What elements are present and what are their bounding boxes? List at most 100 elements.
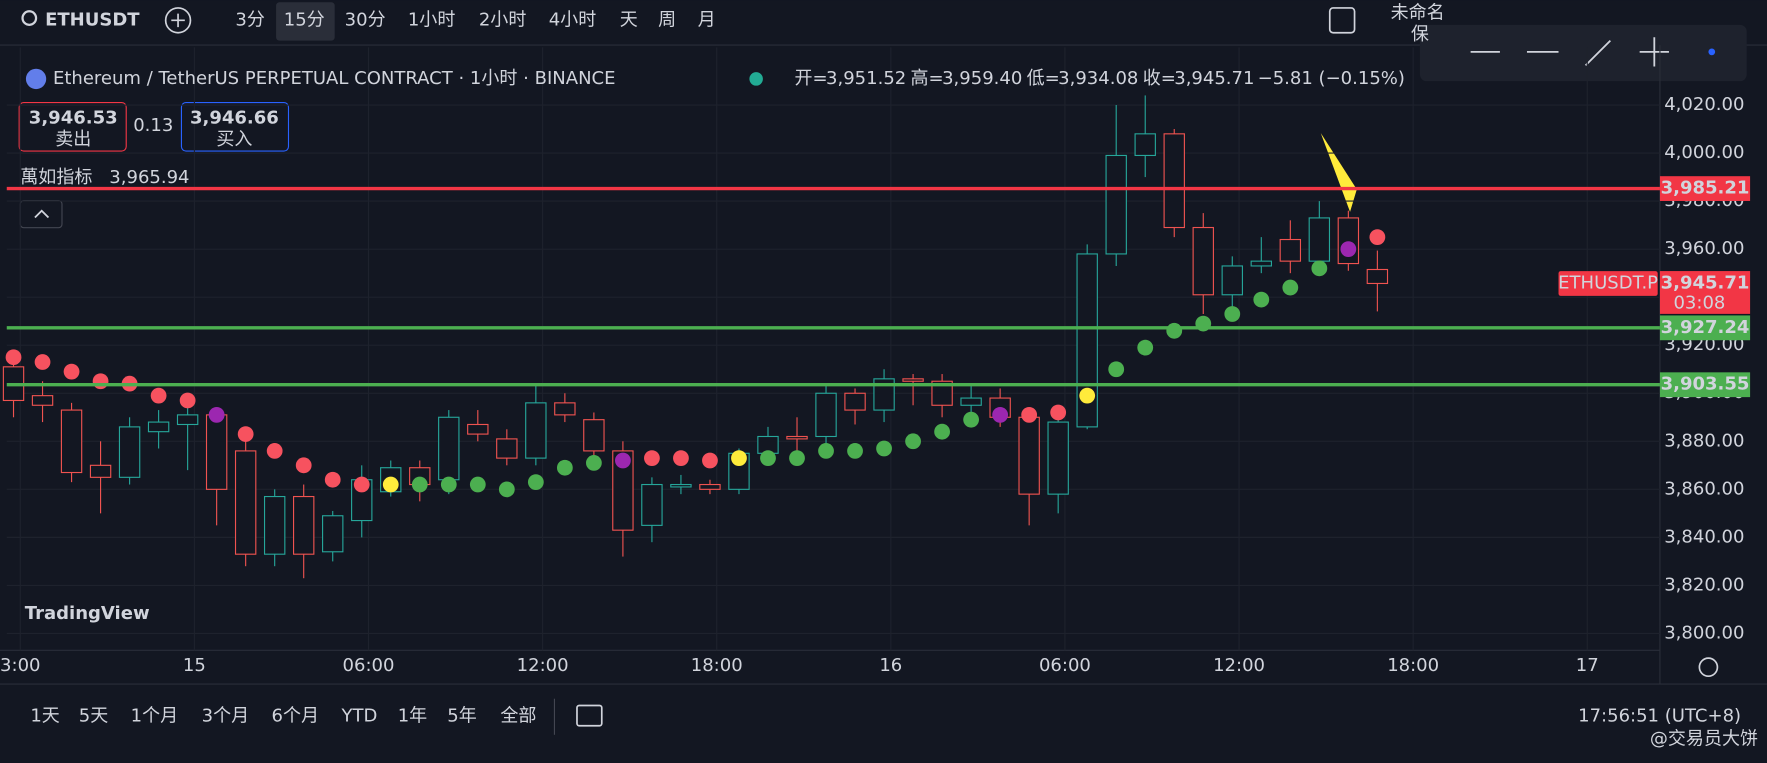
indicator-dot: [237, 426, 254, 442]
indicator-dot: [440, 476, 457, 493]
add-button[interactable]: [164, 7, 192, 34]
interval[interactable]: 3分: [235, 9, 264, 30]
interval[interactable]: 30分: [345, 9, 386, 30]
indicator-dot: [469, 476, 486, 493]
range-button[interactable]: 1个月: [131, 706, 179, 727]
candle-body: [1105, 154, 1127, 255]
layout-icon[interactable]: [1328, 7, 1356, 34]
interval[interactable]: 1小时: [408, 9, 456, 30]
candle-body: [844, 392, 866, 411]
x-tick-label: 18:00: [691, 655, 743, 676]
candle-body: [641, 483, 663, 526]
watermark: TradingView: [25, 603, 150, 624]
indicator-dot: [498, 481, 515, 498]
price-label: 3,985.21: [1661, 178, 1750, 199]
candle-body: [1134, 133, 1156, 157]
indicator-dot: [556, 459, 573, 476]
x-tick-label: 12:00: [517, 655, 569, 676]
range-button[interactable]: YTD: [341, 706, 378, 727]
candle-body: [815, 392, 837, 438]
symbol[interactable]: ETHUSDT: [45, 9, 140, 30]
interval[interactable]: 15分: [284, 9, 325, 30]
indicator-dot: [1311, 260, 1328, 277]
indicator-dot: [1369, 229, 1386, 246]
range-button[interactable]: 1年: [398, 706, 427, 727]
countdown: 03:08: [1673, 293, 1725, 314]
buy-button[interactable]: [180, 102, 290, 152]
search-icon[interactable]: [21, 10, 38, 26]
indicator-dot: [1079, 387, 1096, 404]
legend-open: 3,951.52: [826, 68, 906, 89]
candle-body: [1192, 226, 1214, 296]
interval[interactable]: 2小时: [479, 9, 527, 30]
interval[interactable]: 周: [658, 9, 676, 30]
layout-name[interactable]: 未命名: [1391, 3, 1445, 24]
price-label-bg: [1659, 372, 1751, 398]
buy-label[interactable]: 买入: [216, 129, 252, 150]
y-tick-label: 3,860.00: [1664, 478, 1744, 499]
indicator-dot: [876, 440, 892, 457]
indicator-dot: [818, 443, 834, 459]
legend-title: Ethereum / TetherUS PERPETUAL CONTRACT ·…: [53, 68, 616, 89]
sell-price[interactable]: 3,946.53: [29, 107, 118, 128]
interval[interactable]: 天: [620, 9, 638, 30]
candle-body: [496, 438, 518, 459]
range-button[interactable]: 6个月: [272, 706, 319, 727]
legend-high-label: 高=: [911, 68, 944, 89]
status-dot: [749, 72, 763, 86]
indicator-dot: [150, 387, 167, 404]
active-interval-bg: [276, 2, 335, 41]
indicator-dot: [1253, 291, 1270, 308]
x-tick-label: 06:00: [343, 655, 395, 676]
dot-tool[interactable]: [1708, 48, 1716, 56]
interval[interactable]: 月: [698, 9, 716, 30]
price-label: 3,927.24: [1661, 317, 1750, 338]
drawing-tools[interactable]: [1470, 37, 1669, 67]
y-tick-label: 3,820.00: [1664, 574, 1744, 595]
candle-body: [1163, 133, 1185, 229]
indicator-dot: [847, 443, 863, 459]
indicator-dot: [789, 450, 805, 466]
indicator-dot: [731, 450, 747, 466]
sell-button[interactable]: [18, 102, 127, 152]
x-tick-label: 18:00: [1387, 655, 1439, 676]
interval[interactable]: 4小时: [549, 9, 597, 30]
candle-body: [699, 483, 721, 490]
last-price-bg: [1659, 271, 1751, 314]
price-label: 3,903.55: [1661, 374, 1750, 395]
settings-icon[interactable]: [1698, 657, 1719, 678]
x-tick-label: 15: [183, 655, 206, 676]
candle-body: [612, 450, 634, 531]
y-tick-label: 4,020.00: [1664, 94, 1744, 115]
legend-close-label: 收=: [1143, 68, 1176, 89]
x-tick-label: 12:00: [1213, 655, 1265, 676]
candle-body: [118, 426, 141, 478]
indicator-dot: [1224, 306, 1241, 322]
ui: 3,800.00 3,820.00 3,840.00 3,860.00 3,880.00…: [0, 3, 1758, 750]
date-range-icon[interactable]: [576, 704, 603, 727]
range-button[interactable]: 1天: [30, 706, 59, 727]
range-button[interactable]: 全部: [500, 706, 536, 727]
indicator-dot: [585, 455, 602, 471]
indicator-dot: [208, 406, 225, 423]
indicator-dot: [527, 474, 544, 491]
candle-body: [263, 495, 286, 555]
indicator-dot: [673, 450, 689, 466]
indicator-dot: [1050, 404, 1067, 421]
range-button[interactable]: 3个月: [202, 706, 250, 727]
price-label-bg: [1659, 176, 1751, 201]
sell-label[interactable]: 卖出: [55, 129, 91, 150]
candle-body: [292, 495, 315, 555]
indicator-dot: [92, 373, 109, 390]
indicator-dot: [266, 443, 283, 459]
range-button[interactable]: 5天: [79, 706, 108, 727]
price-label-bg: [1659, 315, 1751, 341]
drawing-toolbar: [1419, 24, 1747, 82]
indicator-dot: [760, 450, 776, 466]
candle-body: [1221, 265, 1243, 296]
buy-price[interactable]: 3,946.66: [190, 107, 279, 128]
spread: 0.13: [133, 115, 173, 136]
indicator-dot: [382, 476, 399, 493]
range-button[interactable]: 5年: [447, 706, 476, 727]
